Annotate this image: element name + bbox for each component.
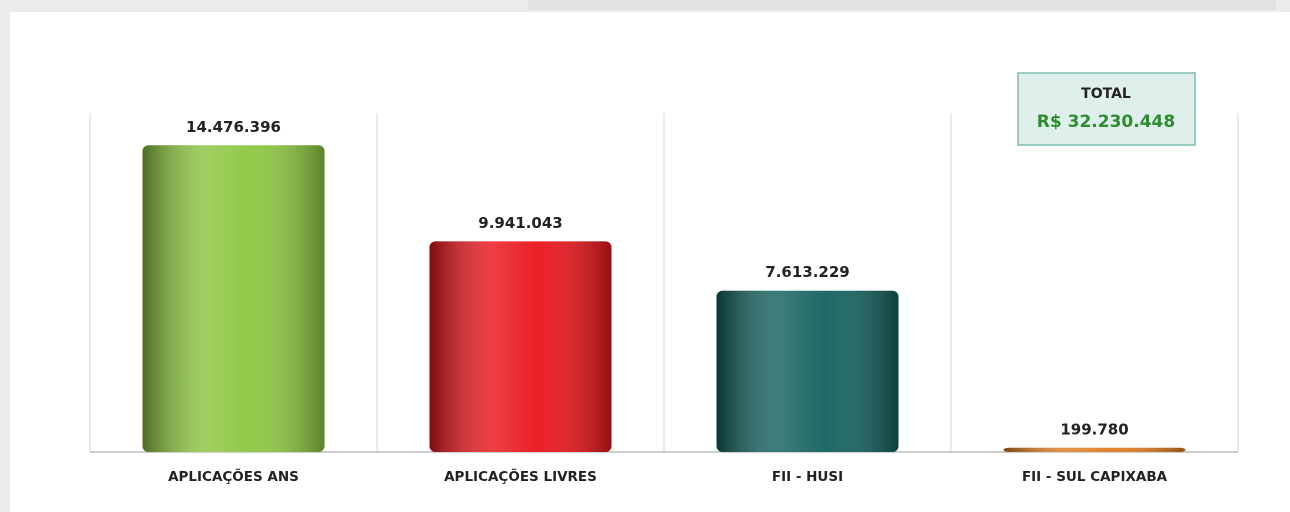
top-strip <box>528 0 1276 10</box>
x-tick-label: FII - SUL CAPIXABA <box>1022 469 1168 485</box>
bar-shade <box>1003 447 1186 452</box>
x-tick-label: FII - HUSI <box>772 469 843 485</box>
total-value: R$ 32.230.448 <box>1037 112 1175 132</box>
value-label: 14.476.396 <box>186 118 281 136</box>
bar-shade <box>142 145 325 452</box>
bar-shade <box>429 241 612 452</box>
value-label: 199.780 <box>1060 420 1128 438</box>
x-tick-label: APLICAÇÕES LIVRES <box>444 467 597 485</box>
total-label: TOTAL <box>1081 86 1131 102</box>
value-label: 7.613.229 <box>765 263 849 281</box>
bar-shade <box>716 290 899 452</box>
value-label: 9.941.043 <box>478 214 562 232</box>
x-tick-label: APLICAÇÕES ANS <box>168 467 299 485</box>
total-box <box>1017 72 1196 146</box>
